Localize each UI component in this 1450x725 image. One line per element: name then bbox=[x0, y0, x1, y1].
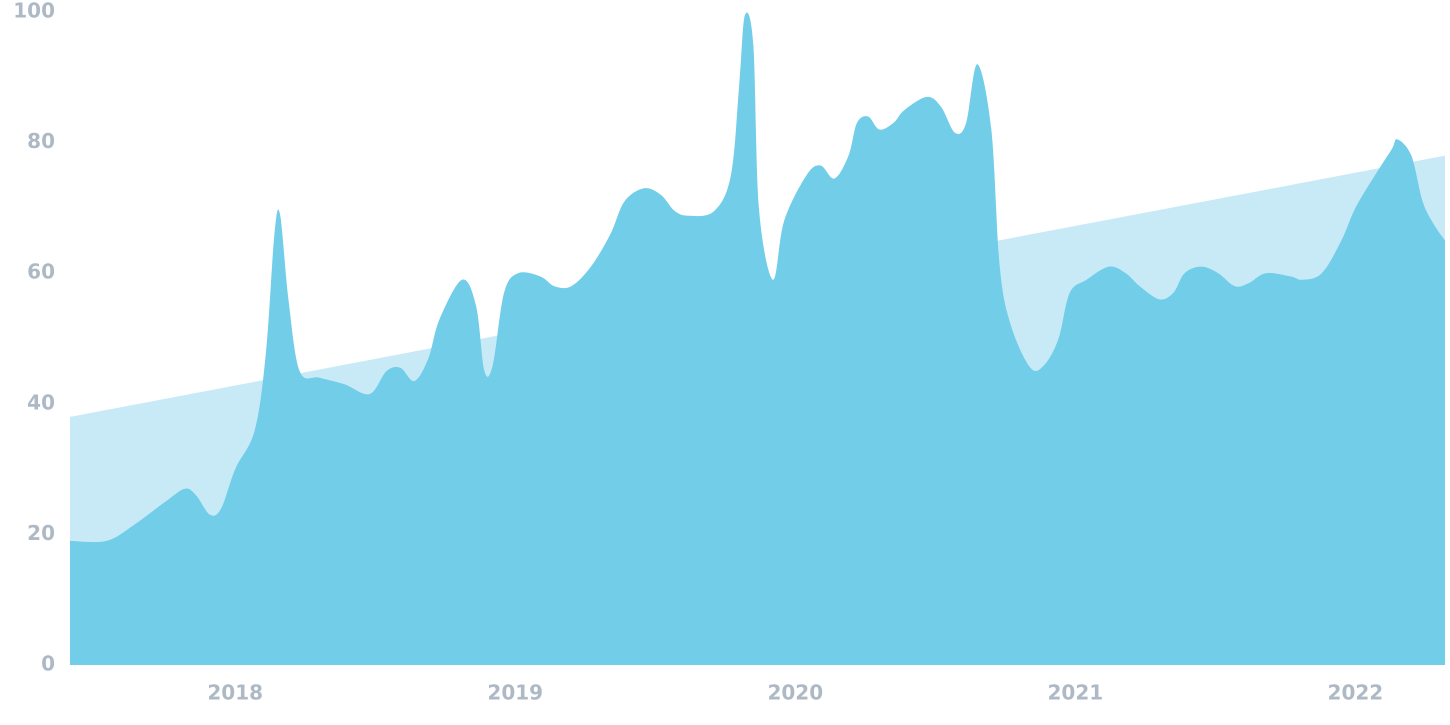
x-tick-label: 2020 bbox=[767, 681, 823, 705]
y-tick-label: 40 bbox=[27, 390, 55, 414]
y-tick-label: 20 bbox=[27, 521, 55, 545]
x-tick-label: 2022 bbox=[1328, 681, 1384, 705]
y-tick-label: 0 bbox=[41, 652, 55, 676]
area bbox=[70, 12, 1445, 666]
x-tick-label: 2019 bbox=[487, 681, 543, 705]
x-tick-label: 2018 bbox=[207, 681, 263, 705]
y-tick-label: 80 bbox=[27, 129, 55, 153]
x-tick-label: 2021 bbox=[1048, 681, 1104, 705]
y-tick-label: 60 bbox=[27, 260, 55, 284]
y-tick-label: 100 bbox=[13, 0, 55, 23]
